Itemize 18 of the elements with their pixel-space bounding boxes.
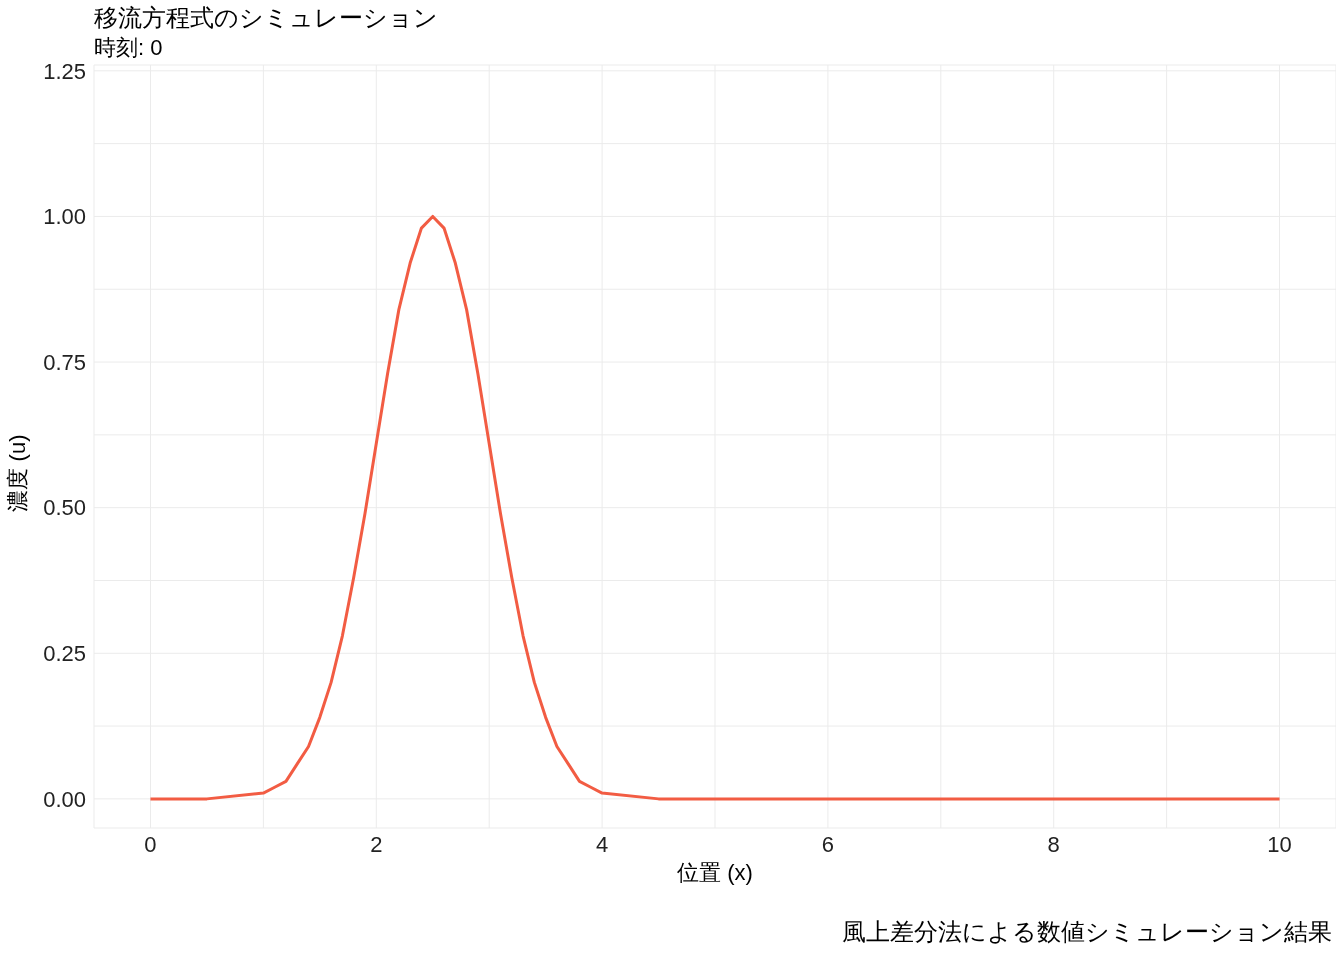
y-tick-label: 0.00 xyxy=(43,786,86,812)
x-tick-label: 8 xyxy=(1047,831,1060,857)
x-tick-label: 10 xyxy=(1267,831,1292,857)
chart-subtitle: 時刻: 0 xyxy=(94,34,163,62)
x-axis-title: 位置 (x) xyxy=(677,860,753,885)
x-tick-label: 2 xyxy=(370,831,383,857)
x-tick-label: 4 xyxy=(595,831,609,857)
y-tick-label: 1.00 xyxy=(43,204,86,230)
x-tick-label: 6 xyxy=(821,831,835,857)
chart-title: 移流方程式のシミュレーション xyxy=(94,3,438,33)
y-tick-label: 0.50 xyxy=(43,495,86,521)
line-series xyxy=(148,214,1282,801)
text: 風上差分法による数値シミュレーション結果 xyxy=(842,917,1332,947)
y-axis-title: 濃度 (u) xyxy=(4,434,31,512)
y-tick-label: 1.25 xyxy=(43,58,86,84)
y-tick-label: 0.25 xyxy=(43,641,86,667)
x-tick-label: 0 xyxy=(144,831,157,857)
y-tick-label: 0.75 xyxy=(43,349,86,375)
